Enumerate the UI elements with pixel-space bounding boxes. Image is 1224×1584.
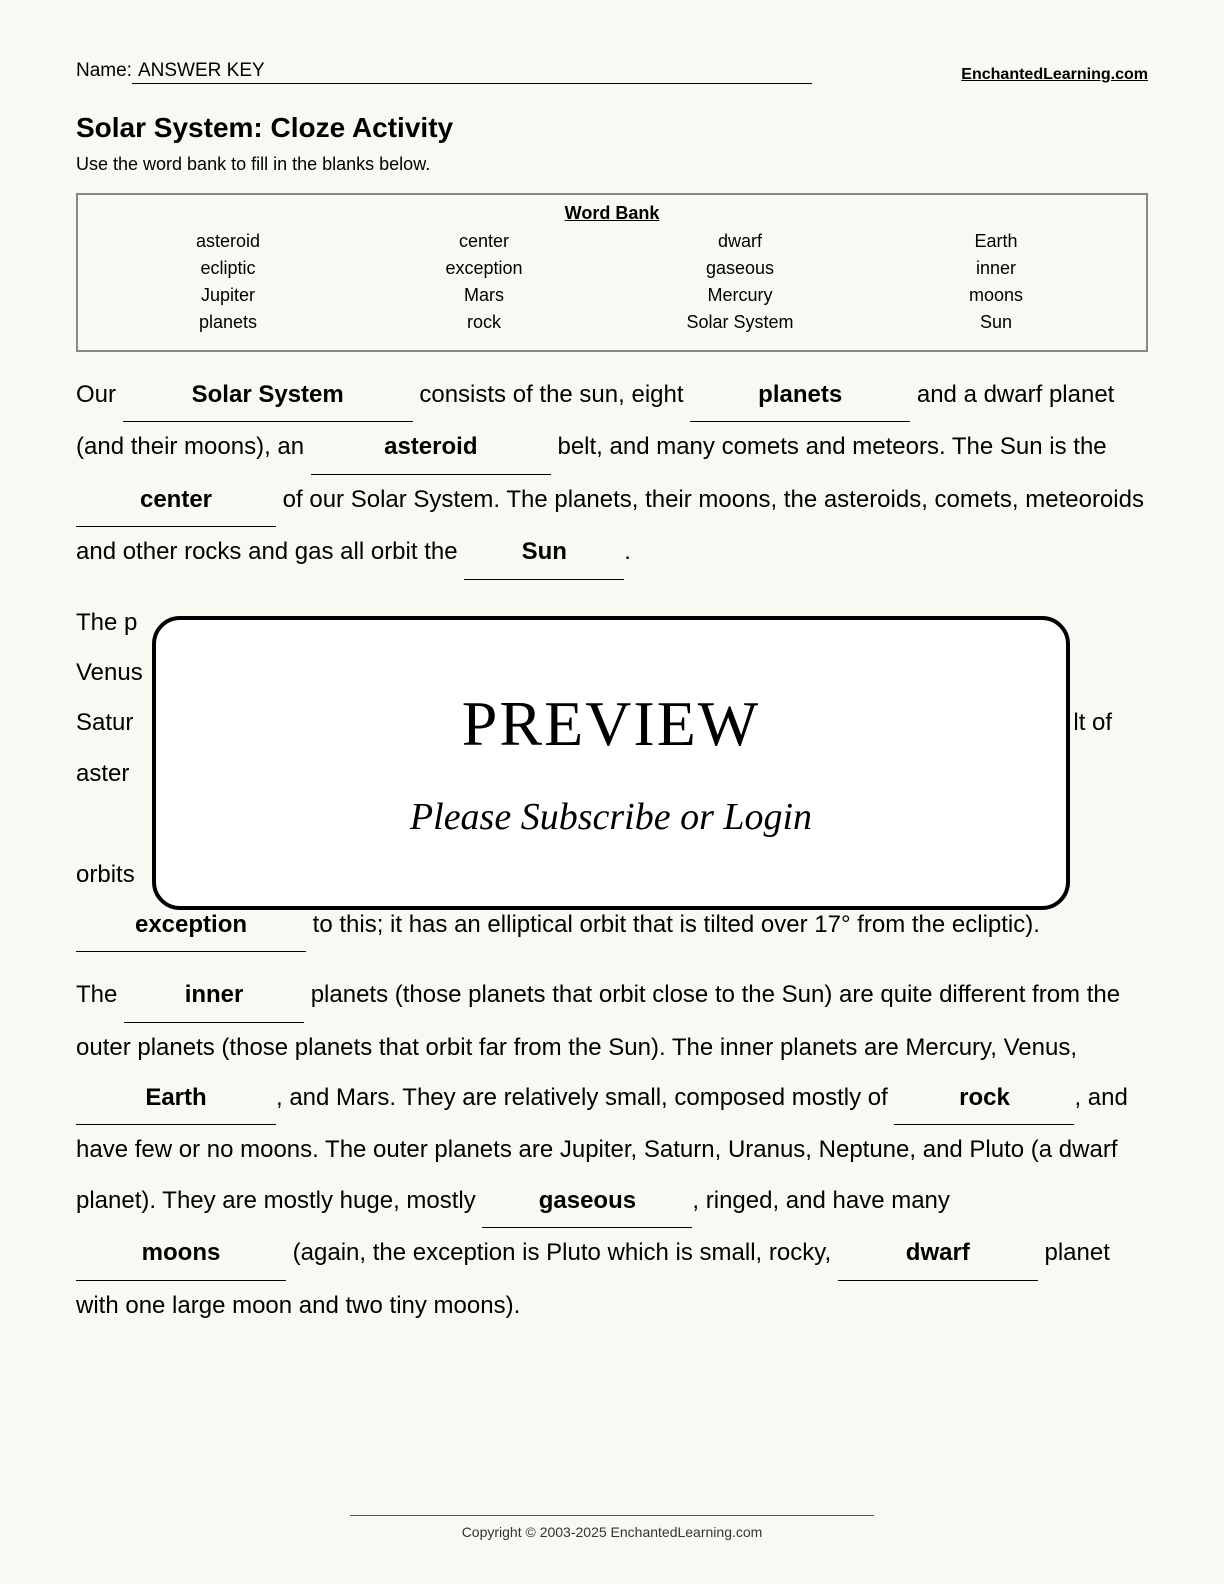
word-bank: Word Bank asteroid center dwarf Earth ec… bbox=[76, 193, 1148, 352]
footer: Copyright © 2003-2025 EnchantedLearning.… bbox=[0, 1515, 1224, 1540]
name-line: Name: ANSWER KEY bbox=[76, 60, 812, 84]
word-bank-item: center bbox=[356, 228, 612, 255]
name-label: Name: bbox=[76, 60, 132, 82]
word-bank-item: Earth bbox=[868, 228, 1124, 255]
word-bank-grid: asteroid center dwarf Earth ecliptic exc… bbox=[100, 228, 1124, 336]
word-bank-item: inner bbox=[868, 255, 1124, 282]
word-bank-item: moons bbox=[868, 282, 1124, 309]
name-field: ANSWER KEY bbox=[132, 60, 812, 84]
paragraph-1: Our Solar System consists of the sun, ei… bbox=[76, 370, 1148, 580]
word-bank-item: Mars bbox=[356, 282, 612, 309]
preview-overlay: PREVIEW Please Subscribe or Login bbox=[152, 616, 1070, 910]
text: (again, the exception is Pluto which is … bbox=[286, 1239, 838, 1266]
text: , ringed, and have many bbox=[692, 1187, 950, 1214]
text: belt, and many comets and meteors. The S… bbox=[551, 433, 1107, 460]
text: The p bbox=[76, 609, 137, 636]
preview-title: PREVIEW bbox=[462, 687, 760, 761]
copyright: Copyright © 2003-2025 EnchantedLearning.… bbox=[0, 1524, 1224, 1540]
blank-answer: center bbox=[76, 475, 276, 527]
word-bank-item: ecliptic bbox=[100, 255, 356, 282]
blank-answer: rock bbox=[894, 1073, 1074, 1125]
text: to this; it has an elliptical orbit that… bbox=[306, 911, 1040, 938]
blank-answer: Earth bbox=[76, 1073, 276, 1125]
text: consists of the sun, eight bbox=[413, 381, 691, 408]
text: Venus bbox=[76, 659, 143, 686]
blank-answer: moons bbox=[76, 1228, 286, 1280]
blank-answer: gaseous bbox=[482, 1176, 692, 1228]
blank-answer: Sun bbox=[464, 527, 624, 579]
header-row: Name: ANSWER KEY EnchantedLearning.com bbox=[76, 60, 1148, 84]
text: The bbox=[76, 981, 124, 1008]
word-bank-item: gaseous bbox=[612, 255, 868, 282]
text bbox=[76, 810, 83, 837]
word-bank-title: Word Bank bbox=[100, 203, 1124, 224]
word-bank-item: exception bbox=[356, 255, 612, 282]
word-bank-item: Mercury bbox=[612, 282, 868, 309]
text: , and Mars. They are relatively small, c… bbox=[276, 1084, 894, 1111]
word-bank-item: Solar System bbox=[612, 309, 868, 336]
blank-answer: asteroid bbox=[311, 422, 551, 474]
word-bank-item: asteroid bbox=[100, 228, 356, 255]
text: aster bbox=[76, 760, 129, 787]
word-bank-item: dwarf bbox=[612, 228, 868, 255]
footer-divider bbox=[350, 1515, 874, 1516]
blank-answer: dwarf bbox=[838, 1228, 1038, 1280]
blank-answer: Solar System bbox=[123, 370, 413, 422]
paragraph-3: The inner planets (those planets that or… bbox=[76, 970, 1148, 1331]
preview-subtitle: Please Subscribe or Login bbox=[410, 795, 812, 839]
text: Satur bbox=[76, 709, 133, 736]
instructions: Use the word bank to fill in the blanks … bbox=[76, 154, 1148, 175]
page-title: Solar System: Cloze Activity bbox=[76, 112, 1148, 144]
text: . bbox=[624, 538, 631, 565]
word-bank-item: Sun bbox=[868, 309, 1124, 336]
text: Our bbox=[76, 381, 123, 408]
blank-answer: inner bbox=[124, 970, 304, 1022]
site-link[interactable]: EnchantedLearning.com bbox=[961, 66, 1148, 84]
text: orbits bbox=[76, 861, 135, 888]
text: lt of bbox=[1073, 709, 1112, 736]
word-bank-item: rock bbox=[356, 309, 612, 336]
blank-answer: planets bbox=[690, 370, 910, 422]
word-bank-item: Jupiter bbox=[100, 282, 356, 309]
word-bank-item: planets bbox=[100, 309, 356, 336]
